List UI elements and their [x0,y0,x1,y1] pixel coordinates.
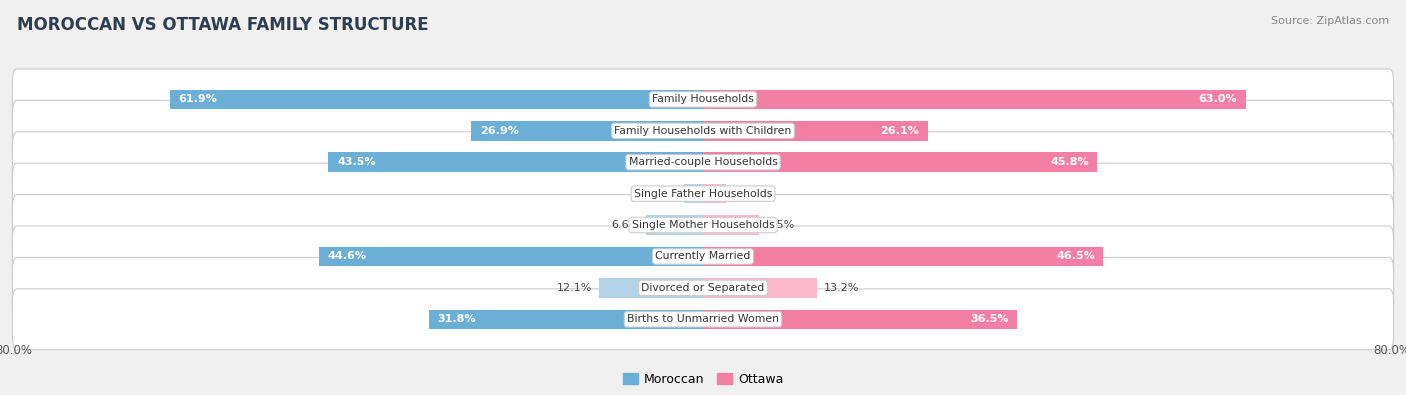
FancyBboxPatch shape [13,69,1393,130]
Bar [319,247,703,266]
Text: 61.9%: 61.9% [179,94,218,104]
Bar [329,152,703,172]
Text: 13.2%: 13.2% [824,283,859,293]
Text: Single Mother Households: Single Mother Households [631,220,775,230]
Text: 43.5%: 43.5% [337,157,375,167]
Bar [703,152,1098,172]
Bar [170,90,703,109]
Text: 44.6%: 44.6% [328,252,367,261]
Text: 2.2%: 2.2% [648,189,678,199]
Legend: Moroccan, Ottawa: Moroccan, Ottawa [617,368,789,391]
Bar [703,184,727,203]
Text: 6.5%: 6.5% [766,220,794,230]
Bar [599,278,703,297]
Text: Family Households with Children: Family Households with Children [614,126,792,136]
Text: Source: ZipAtlas.com: Source: ZipAtlas.com [1271,16,1389,26]
Text: 26.9%: 26.9% [479,126,519,136]
FancyBboxPatch shape [13,258,1393,318]
Bar [471,121,703,141]
Text: MOROCCAN VS OTTAWA FAMILY STRUCTURE: MOROCCAN VS OTTAWA FAMILY STRUCTURE [17,16,429,34]
Text: Divorced or Separated: Divorced or Separated [641,283,765,293]
Bar [703,278,817,297]
Bar [685,184,703,203]
Bar [429,310,703,329]
Text: Married-couple Households: Married-couple Households [628,157,778,167]
FancyBboxPatch shape [13,132,1393,193]
Bar [647,215,703,235]
Text: 46.5%: 46.5% [1056,252,1095,261]
Text: 45.8%: 45.8% [1050,157,1088,167]
Text: 63.0%: 63.0% [1198,94,1237,104]
FancyBboxPatch shape [13,100,1393,161]
Bar [703,90,1246,109]
Text: 36.5%: 36.5% [970,314,1008,324]
Text: 31.8%: 31.8% [437,314,477,324]
FancyBboxPatch shape [13,226,1393,287]
Text: 12.1%: 12.1% [557,283,592,293]
Text: 6.6%: 6.6% [612,220,640,230]
Text: Currently Married: Currently Married [655,252,751,261]
FancyBboxPatch shape [13,163,1393,224]
Text: Family Households: Family Households [652,94,754,104]
Text: 26.1%: 26.1% [880,126,920,136]
Text: Single Father Households: Single Father Households [634,189,772,199]
Bar [703,247,1104,266]
FancyBboxPatch shape [13,289,1393,350]
Bar [703,121,928,141]
Text: 2.7%: 2.7% [733,189,762,199]
Bar [703,310,1018,329]
FancyBboxPatch shape [13,195,1393,256]
Bar [703,215,759,235]
Text: Births to Unmarried Women: Births to Unmarried Women [627,314,779,324]
